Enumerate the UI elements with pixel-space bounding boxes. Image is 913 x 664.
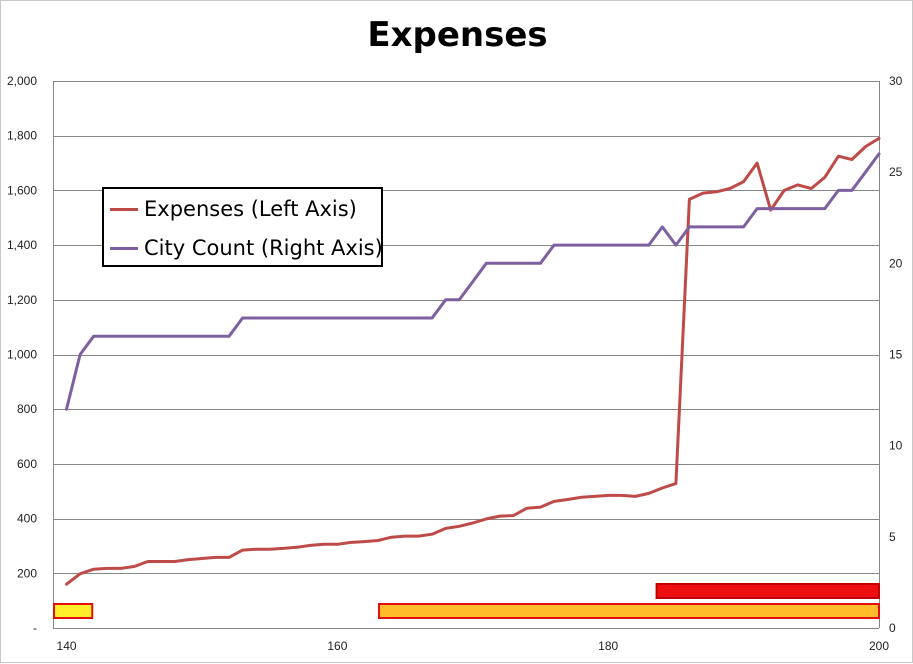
y-tick-label-2: 400: [17, 512, 37, 526]
legend-swatch-expenses: [110, 207, 138, 211]
tick-labels: -2004006008001,0001,2001,4001,6001,8002,…: [7, 74, 903, 653]
range-bar-1: [377, 603, 880, 619]
x-tick-label-3: 200: [869, 639, 889, 653]
y2-tick-label-3: 15: [889, 348, 903, 362]
gridlines: [53, 81, 879, 574]
legend-swatch-city-count: [110, 246, 138, 250]
legend-label-city-count: City Count (Right Axis): [144, 236, 383, 260]
x-tick-label-2: 180: [598, 639, 618, 653]
y-tick-label-5: 1,000: [7, 348, 37, 362]
legend-item-city-count: City Count (Right Axis): [110, 233, 383, 263]
y-tick-label-9: 1,800: [7, 129, 37, 143]
range-bars: [53, 583, 881, 619]
y-tick-label-3: 600: [17, 457, 37, 471]
y-tick-label-8: 1,600: [7, 183, 37, 197]
legend-item-expenses: Expenses (Left Axis): [110, 194, 357, 224]
legend-label-expenses: Expenses (Left Axis): [144, 197, 357, 221]
x-tick-label-1: 160: [327, 639, 347, 653]
chart-title: Expenses: [367, 15, 548, 55]
series-line-expenses: [65, 136, 881, 586]
y2-tick-label-6: 30: [889, 74, 903, 88]
axes: [53, 81, 880, 629]
x-tick-label-0: 140: [57, 639, 77, 653]
y-tick-label-10: 2,000: [7, 74, 37, 88]
y2-tick-label-2: 10: [889, 439, 903, 453]
range-bar-0: [53, 603, 94, 619]
y-tick-label-0: -: [33, 621, 37, 635]
y-tick-label-6: 1,200: [7, 293, 37, 307]
series-line-city-count: [65, 152, 881, 411]
y2-tick-label-5: 25: [889, 165, 903, 179]
y2-tick-label-4: 20: [889, 256, 903, 270]
range-bar-2: [655, 583, 881, 599]
y2-tick-label-0: 0: [889, 621, 896, 635]
y-tick-label-4: 800: [17, 402, 37, 416]
series-lines: [65, 136, 881, 586]
y2-tick-label-1: 5: [889, 530, 896, 544]
y-tick-label-1: 200: [17, 566, 37, 580]
legend: Expenses (Left Axis) City Count (Right A…: [102, 187, 383, 267]
y-tick-label-7: 1,400: [7, 238, 37, 252]
